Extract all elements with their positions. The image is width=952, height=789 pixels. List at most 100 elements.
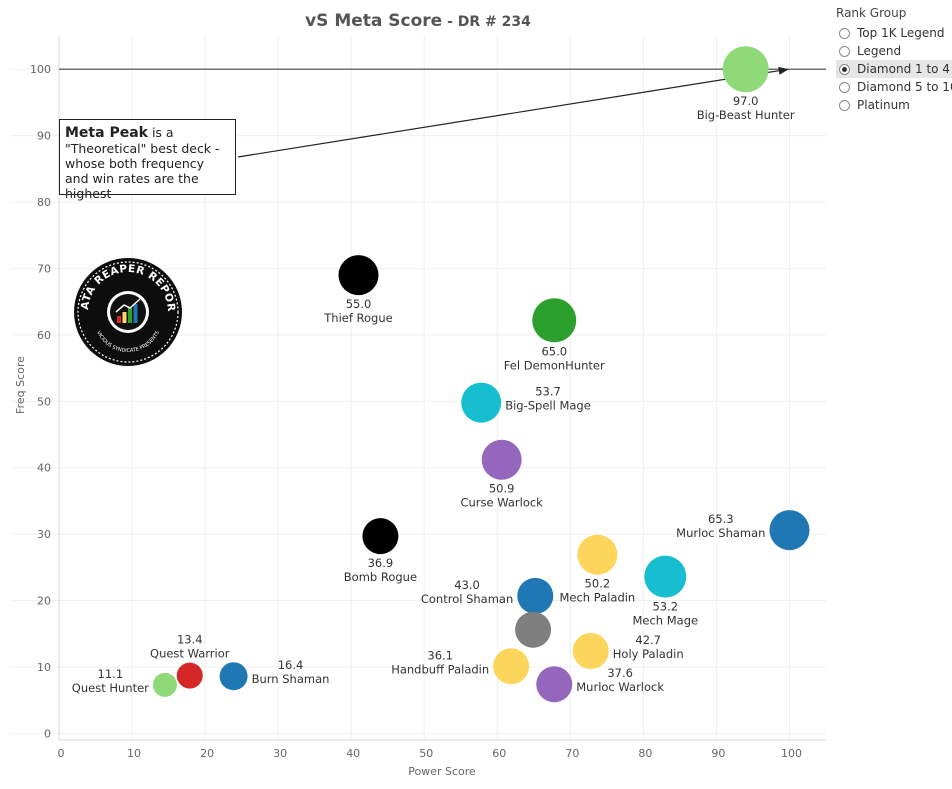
point-name-label: Handbuff Paladin: [391, 662, 489, 676]
point-name-label: Murloc Shaman: [676, 526, 765, 540]
x-tick-label: 0: [58, 747, 65, 760]
rank-option-label: Diamond 1 to 4: [857, 62, 950, 76]
y-tick-label: 30: [37, 528, 51, 541]
data-reaper-logo: DATA REAPER REPORT VICIOUS SYNDICATE PRE…: [74, 258, 182, 366]
y-tick-label: 20: [37, 595, 51, 608]
point-score-label: 65.3: [708, 512, 734, 526]
x-tick-label: 100: [781, 747, 802, 760]
point-score-label: 53.2: [652, 600, 678, 614]
rank-group-legend: Rank Group Top 1K Legend Legend Diamond 1 …: [836, 4, 952, 114]
point-control-shaman[interactable]: [517, 577, 554, 614]
rank-option-diamond-1-to-4[interactable]: Diamond 1 to 4: [836, 60, 952, 78]
point-murloc-shaman[interactable]: [769, 510, 810, 551]
point-score-label: 97.0: [733, 94, 759, 108]
point-name-label: Big-Spell Mage: [505, 399, 591, 413]
y-tick-label: 10: [37, 661, 51, 674]
point-holy-paladin[interactable]: [572, 633, 609, 670]
radio-icon[interactable]: [839, 99, 850, 111]
radio-icon[interactable]: [839, 63, 850, 75]
y-tick-label: 0: [44, 727, 51, 740]
point-curse-warlock[interactable]: [481, 439, 522, 480]
rank-option-diamond-5-to-10[interactable]: Diamond 5 to 10: [836, 78, 952, 96]
chart-title: vS Meta Score - DR # 234: [305, 11, 531, 31]
point-name-label: Murloc Warlock: [576, 680, 664, 694]
y-tick-label: 60: [37, 329, 51, 342]
rank-option-legend[interactable]: Legend: [836, 42, 952, 60]
point-name-label: Fel DemonHunter: [504, 358, 605, 372]
y-tick-label: 100: [30, 63, 51, 76]
annotation-arrow-line: [237, 69, 781, 158]
y-axis-title: Freq Score: [14, 356, 27, 414]
radio-icon[interactable]: [839, 27, 850, 39]
x-tick-label: 90: [711, 747, 725, 760]
data-points: [152, 46, 810, 703]
point-score-label: 16.4: [278, 658, 304, 672]
point-score-label: 50.9: [489, 482, 515, 496]
point-score-label: 53.7: [535, 385, 561, 399]
point-quest-warrior[interactable]: [176, 662, 203, 689]
x-tick-label: 10: [127, 747, 141, 760]
point-score-label: 42.7: [635, 633, 661, 647]
meta-peak-annotation: Meta Peak is a "Theoretical" best deck -…: [59, 119, 236, 201]
x-tick-label: 40: [346, 747, 360, 760]
point-big-spell-mage[interactable]: [461, 382, 502, 423]
point-name-label: Quest Warrior: [150, 647, 230, 661]
point-score-label: 36.1: [427, 648, 453, 662]
annotation-arrow-head: [778, 66, 789, 75]
point-bomb-rogue[interactable]: [362, 518, 399, 555]
point-thief-rogue[interactable]: [338, 255, 379, 296]
point-name-label: Mech Paladin: [559, 591, 635, 605]
point-mech-paladin[interactable]: [577, 534, 618, 575]
point-name-label: Thief Rogue: [323, 311, 392, 325]
point-name-label: Big-Beast Hunter: [697, 108, 795, 122]
rank-option-label: Top 1K Legend: [857, 26, 945, 40]
point-name-label: Bomb Rogue: [344, 570, 417, 584]
rank-option-platinum[interactable]: Platinum: [836, 96, 952, 114]
point-name-label: Burn Shaman: [252, 672, 330, 686]
rank-option-label: Platinum: [857, 98, 910, 112]
x-tick-label: 70: [565, 747, 579, 760]
point-score-label: 11.1: [98, 667, 124, 681]
annotation-heading: Meta Peak: [65, 125, 148, 141]
y-tick-label: 90: [37, 130, 51, 143]
point-score-label: 36.9: [368, 556, 394, 570]
rank-option-label: Legend: [857, 44, 902, 58]
rank-option-top-1k-legend[interactable]: Top 1K Legend: [836, 24, 952, 42]
radio-icon[interactable]: [839, 45, 850, 57]
x-tick-label: 20: [200, 747, 214, 760]
point-unlabeled[interactable]: [515, 611, 552, 648]
point-fel-demonhunter[interactable]: [532, 298, 577, 343]
x-tick-label: 80: [638, 747, 652, 760]
point-score-label: 55.0: [346, 297, 372, 311]
svg-text:VICIOUS SYNDICATE PRESENTS: VICIOUS SYNDICATE PRESENTS: [95, 330, 161, 354]
y-tick-label: 80: [37, 196, 51, 209]
y-tick-label: 50: [37, 395, 51, 408]
legend-title: Rank Group: [836, 6, 907, 20]
point-handbuff-paladin[interactable]: [493, 648, 530, 685]
point-murloc-warlock[interactable]: [536, 666, 573, 703]
x-axis-title: Power Score: [408, 765, 476, 778]
x-tick-label: 30: [273, 747, 287, 760]
point-big-beast-hunter[interactable]: [722, 46, 769, 93]
point-quest-hunter[interactable]: [152, 672, 177, 697]
y-tick-label: 40: [37, 462, 51, 475]
y-tick-label: 70: [37, 262, 51, 275]
axes: 0 10 20 30 40 50 60 70 80 90 100 0 10 20 30 40 50 60 70 80 9…: [30, 36, 826, 760]
point-name-label: Holy Paladin: [613, 647, 684, 661]
point-score-label: 37.6: [607, 666, 633, 680]
point-mech-mage[interactable]: [644, 555, 687, 598]
radio-icon[interactable]: [839, 81, 850, 93]
x-tick-label: 50: [419, 747, 433, 760]
x-tick-label: 60: [492, 747, 506, 760]
point-name-label: Mech Mage: [632, 614, 698, 628]
annotation-text: is a "Theoretical" best deck - whose bot…: [65, 125, 220, 201]
point-score-label: 13.4: [177, 633, 203, 647]
point-name-label: Curse Warlock: [460, 496, 543, 510]
point-name-label: Control Shaman: [421, 592, 513, 606]
meta-peak-line: [59, 66, 826, 158]
point-burn-shaman[interactable]: [219, 662, 248, 691]
point-score-label: 65.0: [541, 344, 567, 358]
point-score-label: 43.0: [454, 578, 480, 592]
point-name-label: Quest Hunter: [72, 681, 149, 695]
